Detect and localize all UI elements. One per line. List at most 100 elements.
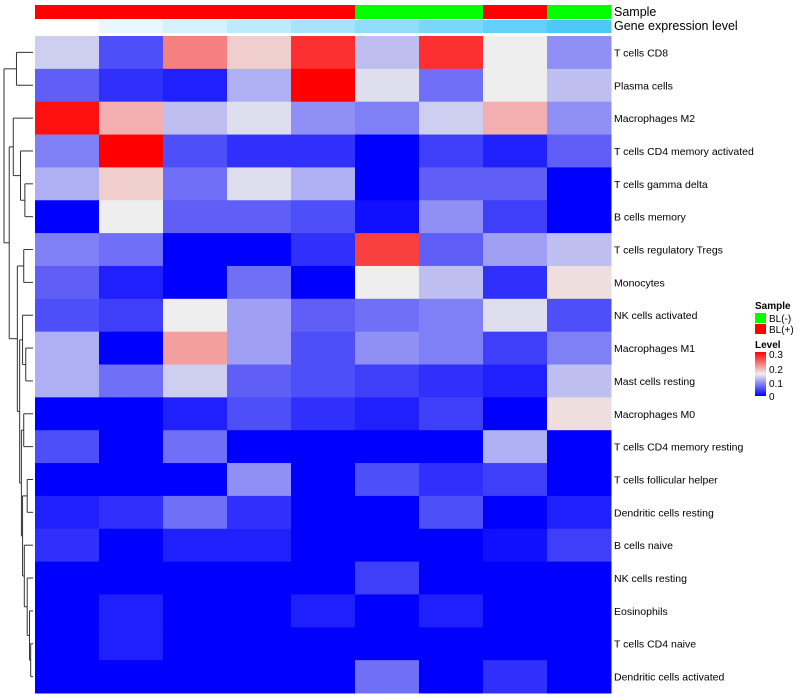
heatmap-cell [35, 364, 100, 398]
heatmap-cell [483, 397, 548, 431]
heatmap-cell [419, 265, 484, 300]
heatmap-cell [483, 495, 548, 530]
heatmap-cell [355, 561, 420, 595]
heatmap-cell [99, 364, 164, 398]
heatmap-cell [35, 200, 100, 234]
row-label: Plasma cells [614, 80, 673, 92]
heatmap-cell [99, 265, 164, 300]
heatmap-cell [547, 627, 612, 661]
row-labels: T cells CD8 Plasma cells Macrophages M2 T c… [614, 47, 754, 683]
heatmap-cell [35, 463, 100, 497]
heatmap-cell [547, 463, 612, 497]
heatmap-cell [291, 167, 356, 201]
heatmap-cell [227, 101, 292, 136]
heatmap-cell [483, 331, 548, 365]
heatmap-cell [483, 233, 548, 267]
heatmap-cell [163, 594, 228, 628]
heatmap-cell [483, 36, 548, 70]
heatmap-cell [163, 561, 228, 595]
heatmap-cell [547, 528, 612, 563]
heatmap-cell [35, 627, 100, 661]
heatmap-cell [227, 528, 292, 563]
heatmap-cell [355, 430, 420, 464]
heatmap-cell [355, 660, 420, 694]
row-label: Macrophages M0 [614, 409, 695, 421]
heatmap-cell [483, 265, 548, 300]
heatmap-cell [99, 594, 164, 628]
heatmap-cell [483, 561, 548, 595]
heatmap-cell [35, 561, 100, 595]
gene-expression-annotation-cell [227, 20, 292, 33]
gene-expression-annotation-cell [547, 20, 612, 33]
row-label: T cells gamma delta [614, 179, 708, 191]
row-label: B cells naive [614, 540, 673, 552]
sample-annotation-cell [547, 5, 612, 19]
heatmap-cell [291, 233, 356, 267]
row-label: Macrophages M1 [614, 343, 695, 355]
legend-label-bl-neg: BL(-) [769, 314, 791, 325]
heatmap-cell [547, 200, 612, 234]
heatmap-cell [355, 627, 420, 661]
sample-annotation-cell [163, 5, 228, 19]
heatmap-cell [35, 528, 100, 563]
heatmap-cell [99, 68, 164, 103]
heatmap-cell [419, 561, 484, 595]
heatmap-cell [35, 265, 100, 300]
heatmap-cell [355, 594, 420, 628]
heatmap-cell [35, 397, 100, 431]
heatmap-cell [355, 233, 420, 267]
row-label: T cells CD8 [614, 47, 668, 59]
heatmap-cell [547, 331, 612, 365]
heatmap-cell [99, 36, 164, 70]
heatmap-cell [419, 68, 484, 103]
heatmap-cell [483, 68, 548, 103]
heatmap-cell [163, 233, 228, 267]
heatmap-cell [163, 298, 228, 333]
heatmap-cell [99, 660, 164, 694]
sample-annotation-cell [419, 5, 484, 19]
heatmap-cell [483, 101, 548, 136]
heatmap-cell [99, 167, 164, 201]
heatmap-cell [35, 430, 100, 464]
legend-label-bl-pos: BL(+) [769, 325, 794, 336]
heatmap-cell [355, 331, 420, 365]
row-label: Eosinophils [614, 606, 668, 618]
heatmap-cell [547, 36, 612, 70]
heatmap-cell [547, 561, 612, 595]
heatmap-cell [227, 561, 292, 595]
heatmap-cell [163, 397, 228, 431]
heatmap-cell [483, 430, 548, 464]
row-label: Macrophages M2 [614, 113, 695, 125]
heatmap-cell [291, 463, 356, 497]
heatmap-cell [547, 397, 612, 431]
heatmap-cell [483, 200, 548, 234]
heatmap-cell [355, 265, 420, 300]
heatmap-cell [35, 298, 100, 333]
heatmap-cell [99, 528, 164, 563]
heatmap-cell [419, 397, 484, 431]
heatmap-cell [419, 430, 484, 464]
heatmap-cell [227, 233, 292, 267]
heatmap-cell [547, 660, 612, 694]
legend-level-colorbar [755, 352, 766, 396]
heatmap-cell [419, 495, 484, 530]
heatmap-cell [547, 134, 612, 168]
heatmap-cell [291, 364, 356, 398]
legend-level-title: Level [755, 340, 781, 351]
heatmap-cell [291, 430, 356, 464]
heatmap-cell [163, 134, 228, 168]
heatmap-cell [35, 660, 100, 694]
heatmap-cell [547, 167, 612, 201]
row-label: Monocytes [614, 277, 665, 289]
heatmap-cell [99, 463, 164, 497]
heatmap-cell [291, 265, 356, 300]
heatmap-cell [547, 233, 612, 267]
heatmap-cell [99, 200, 164, 234]
sample-annotation-cell [291, 5, 356, 19]
heatmap-cell [355, 364, 420, 398]
heatmap-cell [163, 660, 228, 694]
heatmap-cell [419, 134, 484, 168]
heatmap-cell [419, 594, 484, 628]
heatmap-cell [355, 167, 420, 201]
